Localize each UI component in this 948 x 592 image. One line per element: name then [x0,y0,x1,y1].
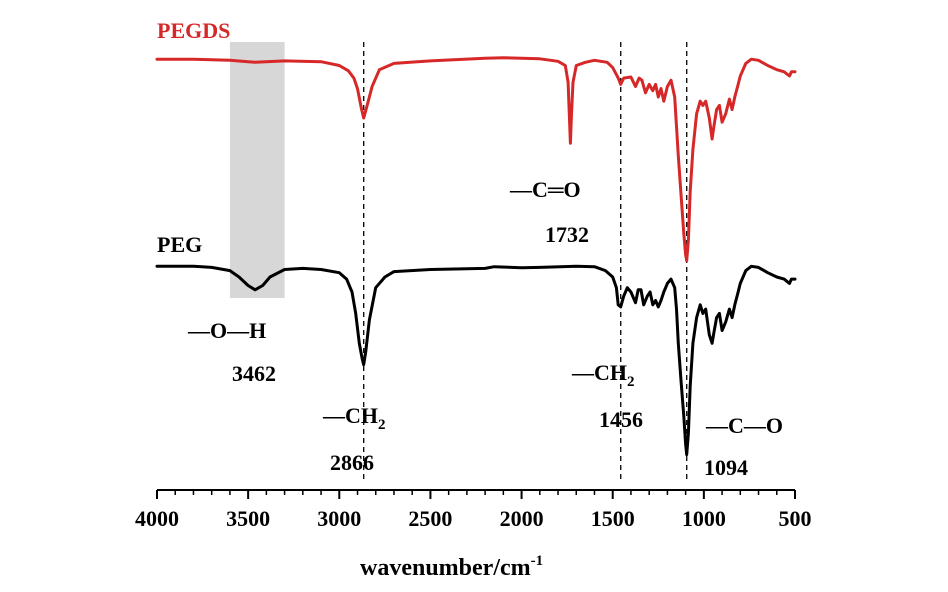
annotation-ch2-wavenumber-1456: 1456 [599,407,643,432]
x-tick-label-2500: 2500 [408,506,452,531]
annotation-ch2-wavenumber-2866: 2866 [330,450,374,475]
x-tick-label-1500: 1500 [591,506,635,531]
series-label-peg: PEG [157,232,202,257]
x-tick-label-1000: 1000 [682,506,726,531]
annotation-co-single-wavenumber: 1094 [704,455,748,480]
annotation-co-double-bond: —C═O [509,177,581,202]
annotation-co-double-wavenumber: 1732 [545,222,589,247]
x-tick-label-2000: 2000 [500,506,544,531]
x-tick-label-500: 500 [779,506,812,531]
annotation-ch2-bond-1456: —CH2 [571,360,635,390]
oh-highlight-band [229,42,285,298]
x-tick-label-4000: 4000 [135,506,179,531]
series-line-peg [155,264,797,457]
x-tick-label-3500: 3500 [226,506,270,531]
annotation-co-single-bond: —C—O [705,413,783,438]
x-axis-title: wavenumber/cm-1 [360,553,543,581]
x-tick-label-3000: 3000 [317,506,361,531]
annotation-oh-wavenumber: 3462 [232,361,276,386]
series-label-pegds: PEGDS [157,18,230,43]
annotation-oh-bond: —O—H [187,318,266,343]
series-line-pegds [155,56,797,263]
annotation-ch2-bond-2866: —CH2 [322,403,386,433]
